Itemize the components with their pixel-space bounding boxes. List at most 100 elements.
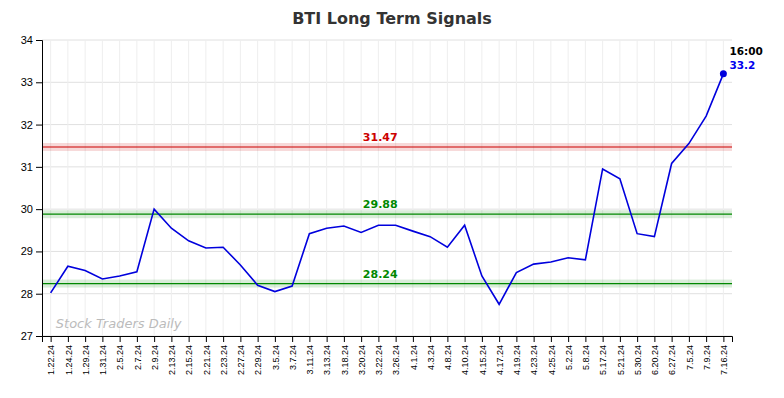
x-tick-label: 3.18.24 (340, 345, 350, 375)
x-tick-mark (482, 336, 483, 342)
grid-line-y (42, 251, 732, 252)
x-tick-label: 2.5.24 (115, 345, 125, 370)
texts: 31.4729.8828.2416:0033.2Stock Traders Da… (56, 45, 763, 331)
x-tick-mark (361, 336, 362, 342)
x-tick-mark (551, 336, 552, 342)
x-tick-mark (396, 336, 397, 342)
x-tick-label: 5.17.24 (598, 345, 608, 375)
y-tick-mark (36, 40, 42, 41)
grid-line-x (292, 40, 293, 336)
y-tick: 27 (21, 330, 42, 342)
x-tick: 4.8.24 (443, 336, 453, 370)
y-tick: 29 (21, 245, 42, 257)
plot-area: 31.4729.8828.2416:0033.2Stock Traders Da… (21, 34, 763, 375)
grid-line-x (378, 40, 379, 336)
x-tick: 2.23.24 (219, 336, 229, 375)
x-tick: 4.17.24 (495, 336, 505, 375)
x-tick: 2.15.24 (184, 336, 194, 375)
x-tick: 1.31.24 (98, 336, 108, 375)
x-tick: 3.5.24 (271, 336, 281, 370)
y-tick-label: 27 (21, 330, 33, 342)
x-tick: 7.9.24 (702, 336, 712, 370)
x-tick-label: 2.9.24 (150, 345, 160, 370)
x-tick-mark (465, 336, 466, 342)
x-tick-label: 1.31.24 (98, 345, 108, 375)
x-tick-label: 4.23.24 (529, 345, 539, 375)
line (51, 74, 724, 304)
x-tick: 4.1.24 (409, 336, 419, 370)
x-tick-mark (654, 336, 655, 342)
grid-line-x (723, 40, 724, 336)
x-tick: 3.7.24 (288, 336, 298, 370)
grid-line-x (67, 40, 68, 336)
x-tick-mark (568, 336, 569, 342)
y-tick: 31 (21, 161, 42, 173)
grid-line-x (223, 40, 224, 336)
x-tick: 2.13.24 (167, 336, 177, 375)
x-tick-label: 6.20.24 (650, 345, 660, 375)
grid-line-x (102, 40, 103, 336)
y-tick: 32 (21, 119, 42, 131)
x-tick: 2.29.24 (253, 336, 263, 375)
grid-line-x (188, 40, 189, 336)
grid-line-x (395, 40, 396, 336)
x-tick-mark (413, 336, 414, 342)
y-tick-label: 32 (21, 119, 33, 131)
x-tick: 3.11.24 (305, 336, 315, 374)
marks (42, 70, 732, 304)
x-tick-mark (189, 336, 190, 342)
reference-band (42, 210, 732, 218)
x-tick-mark (275, 336, 276, 342)
x-tick-label: 4.15.24 (478, 345, 488, 375)
x-tick: 1.24.24 (64, 336, 74, 375)
x-tick-mark (102, 336, 103, 342)
x-tick-label: 4.17.24 (495, 345, 505, 375)
x-tick: 3.13.24 (322, 336, 332, 375)
grid-line-y (42, 82, 732, 83)
grid-line-x (343, 40, 344, 336)
grid-line-y (42, 124, 732, 125)
annotation: 16:00 (729, 45, 762, 57)
x-tick-label: 4.8.24 (443, 345, 453, 370)
grid-line-x (533, 40, 534, 336)
x-tick-mark (120, 336, 121, 342)
x-tick-mark (534, 336, 535, 342)
y-tick-label: 28 (21, 288, 33, 300)
x-tick-label: 3.26.24 (391, 345, 401, 375)
x-tick-label: 7.9.24 (702, 345, 712, 370)
grid-line-x (706, 40, 707, 336)
grid-line-x (412, 40, 413, 336)
x-tick-mark (206, 336, 207, 342)
reference-line (42, 283, 732, 284)
x-tick: 5.8.24 (581, 336, 591, 370)
x-tick-mark (706, 336, 707, 342)
x-tick: 4.19.24 (512, 336, 522, 375)
chart: BTI Long Term Signals31.4729.8828.2416:0… (0, 0, 784, 398)
x-tick: 4.25.24 (547, 336, 557, 375)
reference-label: 28.24 (363, 268, 398, 281)
x-tick-label: 1.22.24 (46, 345, 56, 375)
grid-line-x (361, 40, 362, 336)
x-tick-mark (68, 336, 69, 342)
x-tick-label: 2.13.24 (167, 345, 177, 375)
y-tick: 34 (21, 34, 42, 46)
x-tick: 7.5.24 (685, 336, 695, 370)
x-tick: 2.5.24 (115, 336, 125, 370)
x-tick-mark (137, 336, 138, 342)
grid-line-x (654, 40, 655, 336)
x-tick-mark (672, 336, 673, 342)
y-tick-label: 34 (21, 34, 33, 46)
grid-line-x (499, 40, 500, 336)
x-tick-label: 5.30.24 (633, 345, 643, 375)
x-tick-label: 3.5.24 (271, 345, 281, 370)
x-tick-label: 1.24.24 (64, 345, 74, 375)
y-tick-label: 29 (21, 245, 33, 257)
x-tick-mark (344, 336, 345, 342)
y-tick-mark (36, 82, 42, 83)
x-axis-line (43, 337, 733, 343)
x-tick: 7.16.24 (719, 336, 729, 375)
x-tick-label: 4.19.24 (512, 345, 522, 375)
grid-line-x (205, 40, 206, 336)
x-tick: 5.21.24 (616, 336, 626, 375)
x-tick-mark (516, 336, 517, 342)
